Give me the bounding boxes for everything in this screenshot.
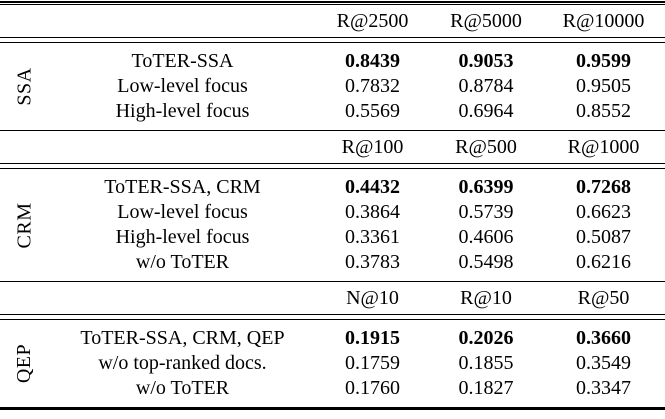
cell-value: 0.2026 — [458, 327, 514, 349]
row-label: ToTER-SSA, CRM — [104, 176, 261, 198]
cell-value: 0.8552 — [576, 100, 631, 122]
cell-value: 0.7832 — [345, 75, 400, 97]
column-header: R@100 — [341, 135, 404, 158]
table-row: High-level focus 0.3361 0.4606 0.5087 — [50, 225, 665, 250]
column-header: R@1000 — [567, 135, 640, 158]
section-side: SSA — [0, 49, 50, 124]
section-crm: CRM ToTER-SSA, CRM 0.4432 0.6399 0.7268 … — [0, 169, 665, 281]
cell-value: 0.3549 — [576, 352, 631, 374]
section-label-crm: CRM — [13, 202, 36, 248]
section-divider — [0, 130, 665, 131]
section-side: QEP — [0, 326, 50, 401]
double-rule — [0, 163, 665, 169]
cell-value: 0.5087 — [576, 226, 631, 248]
table-row: ToTER-SSA, CRM, QEP 0.1915 0.2026 0.3660 — [50, 326, 665, 351]
section-label-qep: QEP — [13, 343, 36, 384]
section-rows: ToTER-SSA, CRM 0.4432 0.6399 0.7268 Low-… — [50, 175, 665, 275]
table-row: w/o ToTER 0.1760 0.1827 0.3347 — [50, 376, 665, 401]
cell-value: 0.5739 — [458, 201, 514, 223]
cell-value: 0.3660 — [576, 327, 631, 349]
bottom-rule — [0, 407, 665, 410]
row-label: w/o ToTER — [135, 377, 230, 399]
cell-value: 0.5498 — [458, 251, 514, 273]
row-label: w/o ToTER — [135, 251, 230, 273]
header-row-qep: N@10 R@10 R@50 — [0, 282, 665, 314]
table-row: ToTER-SSA 0.8439 0.9053 0.9599 — [50, 49, 665, 74]
row-label: Low-level focus — [117, 201, 248, 223]
cell-value: 0.1827 — [458, 377, 514, 399]
column-header: R@50 — [577, 286, 630, 309]
cell-value: 0.4606 — [458, 226, 514, 248]
table-row: ToTER-SSA, CRM 0.4432 0.6399 0.7268 — [50, 175, 665, 200]
column-header: N@10 — [346, 286, 399, 309]
row-label: High-level focus — [115, 100, 250, 122]
cell-value: 0.6399 — [458, 176, 514, 198]
cell-value: 0.8439 — [345, 50, 400, 72]
cell-value: 0.7268 — [576, 176, 631, 198]
column-header: R@2500 — [336, 9, 409, 32]
cell-value: 0.3783 — [345, 251, 400, 273]
row-label: High-level focus — [115, 226, 250, 248]
header-row-ssa: R@2500 R@5000 R@10000 — [0, 5, 665, 37]
row-label: ToTER-SSA, CRM, QEP — [80, 327, 285, 349]
cell-value: 0.8784 — [458, 75, 514, 97]
cell-value: 0.1915 — [345, 327, 400, 349]
section-side: CRM — [0, 175, 50, 275]
table-row: Low-level focus 0.3864 0.5739 0.6623 — [50, 200, 665, 225]
cell-value: 0.1760 — [345, 377, 400, 399]
section-qep: QEP ToTER-SSA, CRM, QEP 0.1915 0.2026 0.… — [0, 320, 665, 407]
section-rows: ToTER-SSA 0.8439 0.9053 0.9599 Low-level… — [50, 49, 665, 124]
cell-value: 0.9053 — [458, 50, 514, 72]
cell-value: 0.6623 — [576, 201, 631, 223]
table-row: w/o ToTER 0.3783 0.5498 0.6216 — [50, 250, 665, 275]
header-row-crm: R@100 R@500 R@1000 — [0, 131, 665, 163]
cell-value: 0.9599 — [576, 50, 631, 72]
cell-value: 0.5569 — [345, 100, 400, 122]
table-row: w/o top-ranked docs. 0.1759 0.1855 0.354… — [50, 351, 665, 376]
cell-value: 0.1759 — [345, 352, 400, 374]
column-header: R@10 — [460, 286, 512, 309]
row-label: Low-level focus — [117, 75, 248, 97]
double-rule — [0, 314, 665, 320]
cell-value: 0.6216 — [576, 251, 631, 273]
column-header: R@5000 — [450, 9, 522, 32]
cell-value: 0.6964 — [458, 100, 514, 122]
section-rows: ToTER-SSA, CRM, QEP 0.1915 0.2026 0.3660… — [50, 326, 665, 401]
cell-value: 0.4432 — [345, 176, 400, 198]
table-row: High-level focus 0.5569 0.6964 0.8552 — [50, 99, 665, 124]
top-rule — [0, 1, 665, 5]
section-label-ssa: SSA — [13, 67, 36, 106]
cell-value: 0.9505 — [576, 75, 631, 97]
column-header: R@10000 — [562, 9, 645, 32]
cell-value: 0.3361 — [345, 226, 400, 248]
double-rule — [0, 37, 665, 43]
section-divider — [0, 281, 665, 282]
row-label: w/o top-ranked docs. — [98, 352, 267, 374]
row-label: ToTER-SSA — [131, 50, 234, 72]
cell-value: 0.3864 — [345, 201, 400, 223]
cell-value: 0.1855 — [458, 352, 514, 374]
cell-value: 0.3347 — [576, 377, 631, 399]
section-ssa: SSA ToTER-SSA 0.8439 0.9053 0.9599 Low-l… — [0, 43, 665, 130]
table-row: Low-level focus 0.7832 0.8784 0.9505 — [50, 74, 665, 99]
column-header: R@500 — [455, 135, 517, 158]
